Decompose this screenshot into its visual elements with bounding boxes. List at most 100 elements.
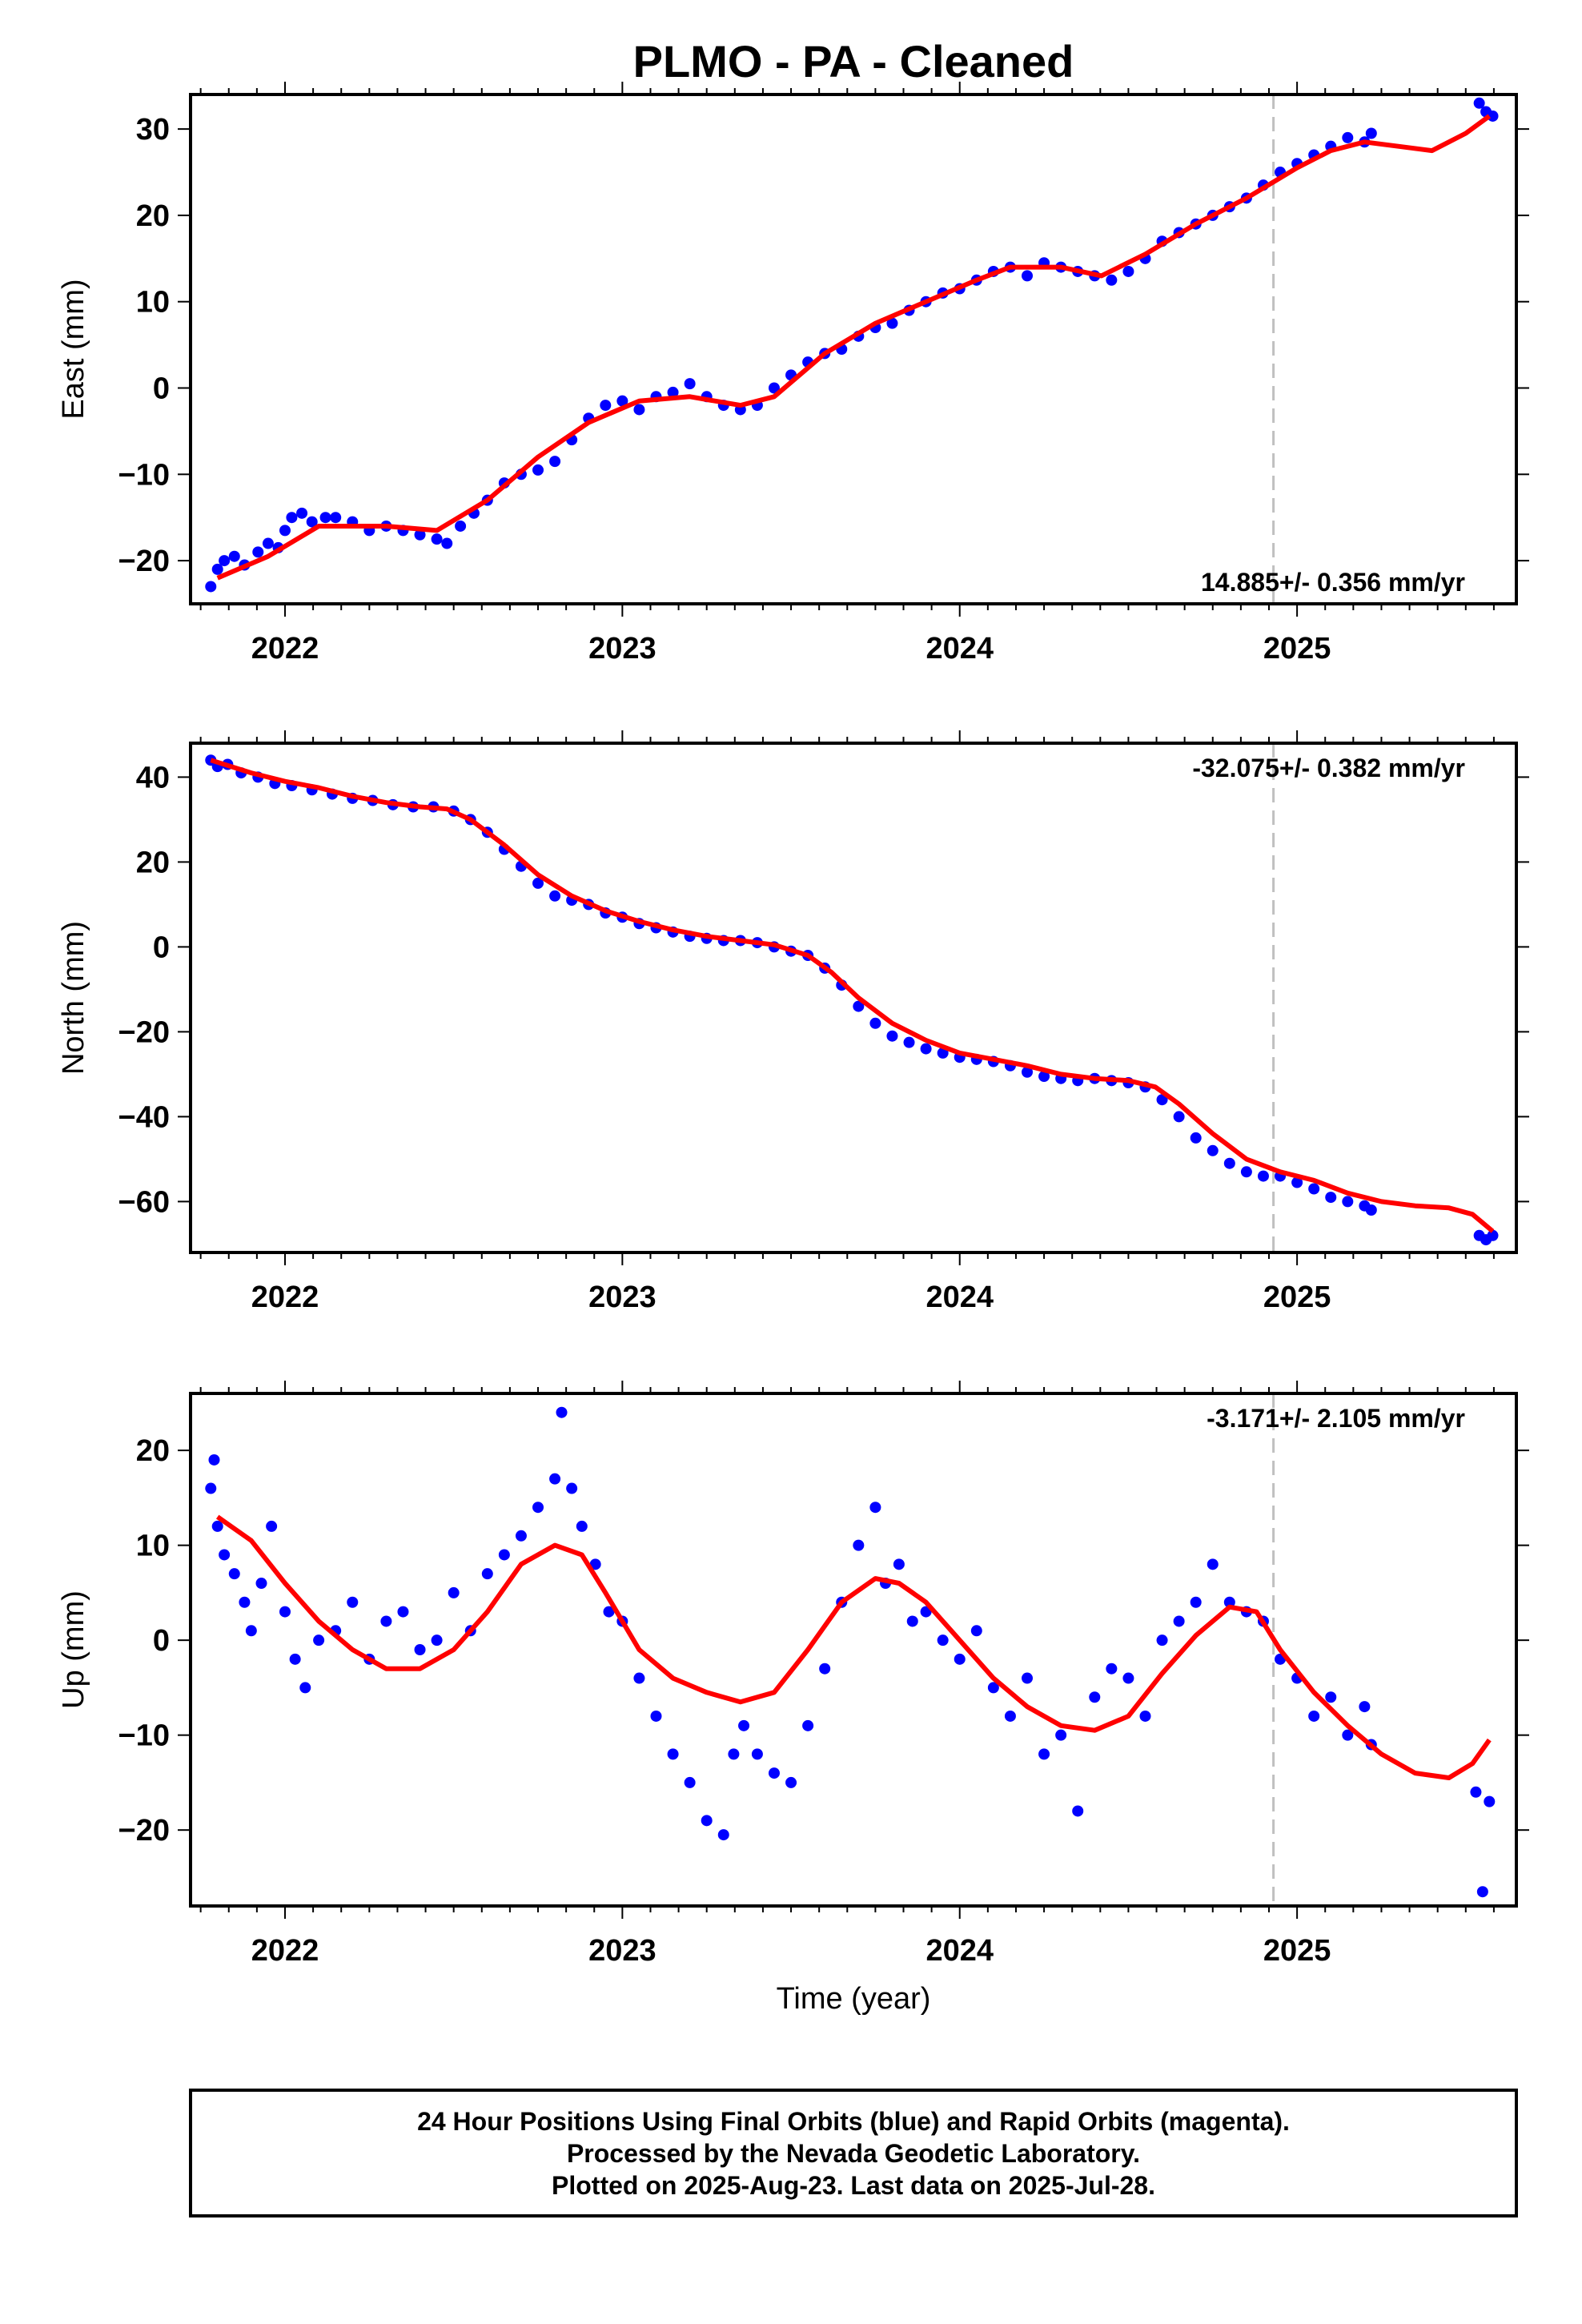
data-point (205, 1482, 217, 1494)
data-point (431, 533, 443, 545)
data-point (239, 1596, 251, 1608)
data-point (319, 512, 331, 524)
data-point (633, 1672, 645, 1684)
east-panel: 2022 2023 2024 2025 −20 −10 0 10 20 30 East (mm) 14… (57, 82, 1529, 665)
data-point (667, 1748, 679, 1760)
x-tick-label: 2025 (1263, 1281, 1331, 1314)
data-point (228, 550, 240, 562)
data-points (205, 1406, 1496, 1898)
data-point (1257, 1170, 1269, 1182)
data-point (1476, 1886, 1488, 1898)
data-point (667, 386, 679, 398)
data-point (906, 1615, 918, 1627)
data-points (205, 754, 1499, 1246)
data-point (296, 507, 308, 519)
data-points (205, 97, 1499, 593)
data-point (1487, 110, 1499, 122)
data-point (1342, 131, 1354, 143)
data-point (1223, 1596, 1235, 1608)
data-point (515, 1530, 527, 1542)
data-point (819, 1663, 831, 1675)
data-point (532, 464, 544, 476)
data-point (1022, 1066, 1034, 1078)
data-point (498, 1549, 510, 1561)
data-point (1325, 1192, 1337, 1204)
y-axis-label: Up (mm) (57, 1590, 90, 1709)
data-point (886, 1030, 898, 1042)
data-point (266, 1520, 278, 1532)
data-point (306, 516, 318, 528)
data-point (549, 1473, 561, 1485)
data-point (1342, 1196, 1354, 1208)
data-point (566, 1482, 578, 1494)
data-point (414, 1644, 426, 1655)
data-point (954, 1653, 966, 1665)
data-point (1190, 1596, 1202, 1608)
data-point (1207, 1144, 1219, 1156)
footer-line-1: 24 Hour Positions Using Final Orbits (bl… (417, 2107, 1290, 2136)
data-point (441, 537, 453, 549)
data-point (1487, 1229, 1499, 1241)
data-point (1038, 1748, 1050, 1760)
data-point (228, 1568, 240, 1580)
rate-annotation: -3.171+/- 2.105 mm/yr (1207, 1404, 1465, 1433)
y-tick-label: 20 (136, 199, 170, 233)
data-point (853, 1000, 865, 1012)
y-tick-label: −20 (118, 1015, 170, 1049)
data-point (313, 1634, 325, 1647)
data-point (1038, 1071, 1050, 1083)
data-point (768, 1767, 780, 1779)
data-point (650, 1710, 662, 1722)
x-tick-label: 2023 (588, 1281, 656, 1314)
data-point (431, 1634, 443, 1647)
data-point (1240, 1166, 1252, 1178)
data-point (853, 1539, 865, 1551)
data-point (1308, 1183, 1320, 1195)
data-point (279, 525, 291, 537)
footer-line-2: Processed by the Nevada Geodetic Laborat… (567, 2139, 1140, 2168)
x-tick-label: 2022 (251, 632, 319, 665)
data-point (448, 1586, 460, 1598)
data-point (701, 1815, 713, 1827)
model-fit-line (215, 1514, 1492, 1780)
data-point (1022, 1672, 1034, 1684)
data-point (1470, 1786, 1482, 1798)
up-panel: 2022 2023 2024 2025 −20 −10 0 10 20 Up (mm) -3.171… (57, 1381, 1529, 1968)
rate-annotation: 14.885+/- 0.356 mm/yr (1201, 568, 1465, 597)
data-point (1106, 1663, 1118, 1675)
data-point (380, 1615, 392, 1627)
data-point (768, 382, 780, 394)
y-tick-label: 10 (136, 1530, 170, 1563)
y-tick-label: 40 (136, 761, 170, 794)
y-tick-label: 0 (153, 1624, 170, 1658)
y-axis-label: East (mm) (57, 279, 90, 419)
plot-frame (189, 1392, 1518, 1908)
data-point (1055, 1729, 1067, 1741)
data-point (1325, 1691, 1337, 1703)
data-point (937, 1634, 949, 1647)
data-point (262, 537, 274, 549)
data-point (286, 512, 298, 524)
figure-title: PLMO - PA - Cleaned (633, 36, 1074, 86)
data-point (785, 1776, 797, 1788)
data-point (717, 1829, 729, 1841)
data-point (903, 1036, 915, 1048)
x-tick-label: 2024 (926, 1934, 994, 1968)
data-point (255, 1578, 267, 1590)
data-point (869, 1017, 881, 1029)
data-point (481, 1568, 493, 1580)
data-point (1308, 1710, 1320, 1722)
x-tick-label: 2025 (1263, 1934, 1331, 1968)
data-point (208, 1454, 220, 1466)
data-point (1089, 1691, 1101, 1703)
x-tick-label: 2023 (588, 632, 656, 665)
data-point (219, 555, 231, 567)
data-point (1156, 1634, 1168, 1647)
y-tick-label: −60 (118, 1185, 170, 1219)
data-point (576, 1520, 588, 1532)
data-point (738, 1719, 750, 1731)
y-tick-label: 0 (153, 931, 170, 964)
y-tick-label: −10 (118, 458, 170, 492)
model-fit-line (216, 114, 1492, 581)
x-tick-label: 2025 (1263, 632, 1331, 665)
